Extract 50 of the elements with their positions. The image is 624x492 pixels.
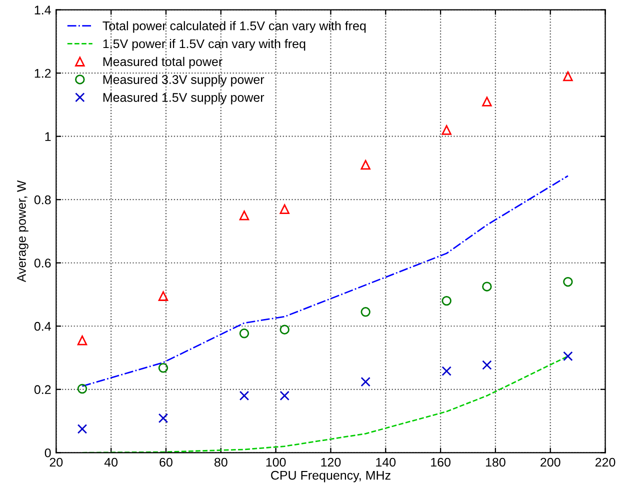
point [360,376,370,387]
x-tick-label: 120 [321,458,341,467]
legend-label: Measured total power [103,56,222,69]
point [158,291,168,301]
point [158,363,168,373]
point [280,390,290,401]
point [442,296,452,306]
x-tick-label: 60 [160,458,172,467]
x-tick-label: 140 [376,458,396,467]
point [563,351,573,362]
y-tick-label: 0.8 [34,195,51,204]
x-tick-label: 80 [214,458,228,467]
x-axis-title: CPU Frequency, MHz [271,470,390,482]
point [280,204,290,214]
point [360,307,370,317]
point [563,71,573,82]
y-tick-label: 0.4 [34,322,51,331]
point [239,210,250,220]
point [77,335,88,346]
y-tick-label: 1.2 [34,68,51,78]
y-axis-title: Average power, W [17,180,28,282]
y-tick-label: 0 [44,448,51,458]
legend-label: Total power calculated if 1.5V can vary with freq [102,21,366,33]
x-tick-label: 100 [266,458,286,467]
legend-label: Measured 1.5V supply power [103,92,264,104]
x-tick-label: 200 [540,458,560,467]
point [442,366,452,376]
point [77,384,88,394]
x-tick-label: 40 [104,458,118,467]
x-tick-label: 20 [50,458,63,467]
point [360,160,370,170]
point [77,424,88,434]
y-tick-label: 1 [45,132,51,141]
x-tick-label: 180 [486,458,506,467]
x-tick-label: 160 [431,458,450,467]
y-tick-label: 0.6 [34,258,51,268]
legend-label: 1.5V power if 1.5V can vary with freq [103,38,306,51]
y-tick-label: 1.4 [34,6,51,14]
legend-label: Measured 3.3V supply power [103,74,264,86]
point [158,413,168,424]
point [280,324,290,334]
point [239,390,250,401]
x-tick-label: 220 [595,458,616,467]
point [239,328,250,338]
point [482,282,492,292]
point [482,360,492,370]
y-tick-label: 0.2 [34,385,51,394]
point [563,276,573,287]
point [442,125,452,135]
point [482,96,492,106]
